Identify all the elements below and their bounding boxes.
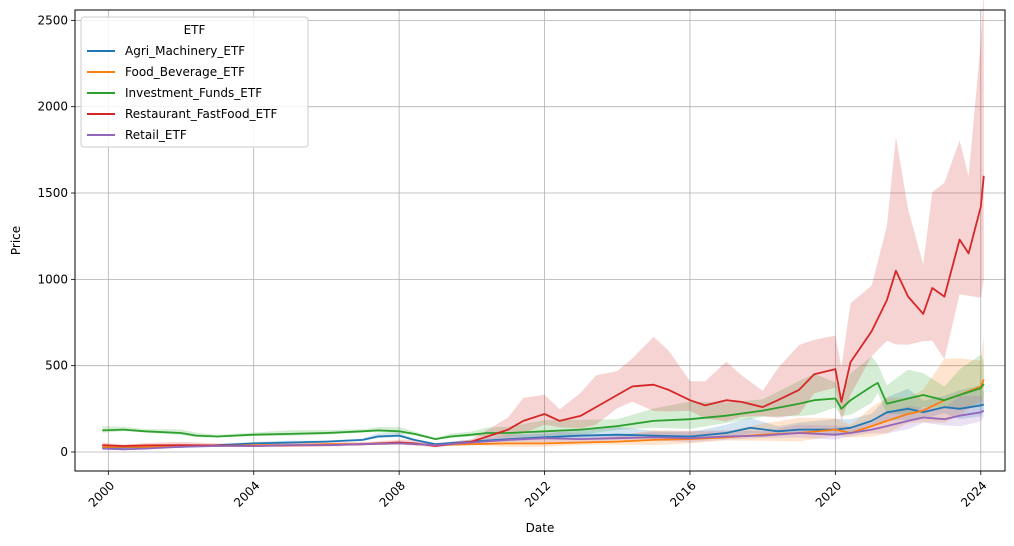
legend-label: Agri_Machinery_ETF xyxy=(125,44,245,58)
x-tick-label: 2016 xyxy=(667,478,698,509)
x-axis-title: Date xyxy=(526,521,555,535)
legend-label: Retail_ETF xyxy=(125,128,187,142)
y-tick-label: 500 xyxy=(45,359,68,373)
x-tick-label: 2004 xyxy=(231,478,262,509)
legend: ETF Agri_Machinery_ETF Food_Beverage_ETF I… xyxy=(80,16,309,148)
x-tick-label: 2012 xyxy=(522,478,553,509)
y-tick-label: 2000 xyxy=(37,100,68,114)
y-tick-label: 1000 xyxy=(37,272,68,286)
legend-label: Investment_Funds_ETF xyxy=(125,86,262,100)
legend-items: Agri_Machinery_ETF Food_Beverage_ETF Inves… xyxy=(87,44,277,142)
confidence-band xyxy=(102,385,984,449)
plot-frame xyxy=(74,9,1006,472)
x-tick-label: 2008 xyxy=(377,478,408,509)
y-tick-label: 1500 xyxy=(37,186,68,200)
legend-title: ETF xyxy=(184,23,206,37)
series-line xyxy=(102,403,985,449)
x-tick-label: 2024 xyxy=(958,478,989,509)
series-lines xyxy=(102,175,985,451)
legend-label: Food_Beverage_ETF xyxy=(125,65,245,79)
series-line xyxy=(102,382,985,440)
y-axis-ticks: 0 500 1000 1500 2000 2500 xyxy=(37,13,75,459)
legend-box xyxy=(80,16,309,148)
y-tick-label: 2500 xyxy=(37,13,68,27)
x-tick-label: 2000 xyxy=(86,478,117,509)
confidence-band xyxy=(102,354,984,440)
legend-label: Restaurant_FastFood_ETF xyxy=(125,107,277,121)
x-axis-ticks: 2000 2004 2008 2012 2016 2020 2024 xyxy=(86,471,990,510)
series-line xyxy=(102,409,985,451)
x-tick-label: 2020 xyxy=(813,478,844,509)
y-tick-label: 0 xyxy=(60,445,68,459)
y-axis-title: Price xyxy=(9,226,23,255)
